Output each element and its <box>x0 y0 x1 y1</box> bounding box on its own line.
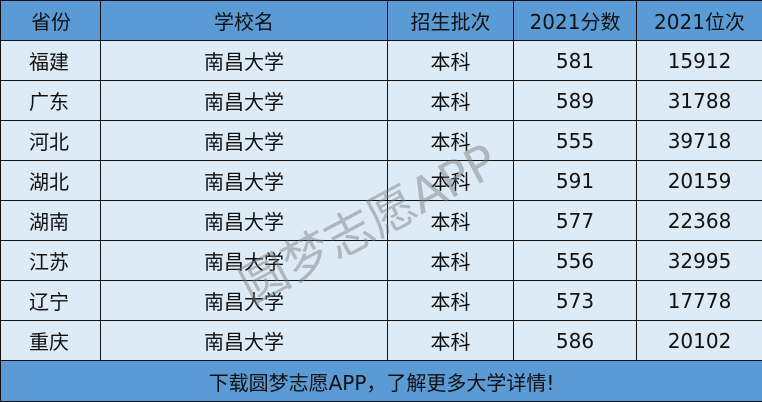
header-province: 省份 <box>1 1 101 41</box>
cell-score: 556 <box>514 241 637 281</box>
cell-school: 南昌大学 <box>101 161 388 201</box>
header-row: 省份 学校名 招生批次 2021分数 2021位次 <box>1 1 762 41</box>
cell-score: 589 <box>514 81 637 121</box>
cell-province: 重庆 <box>1 321 101 361</box>
cell-school: 南昌大学 <box>101 41 388 81</box>
cell-rank: 32995 <box>637 241 762 281</box>
cell-batch: 本科 <box>388 321 514 361</box>
cell-batch: 本科 <box>388 121 514 161</box>
cell-score: 573 <box>514 281 637 321</box>
cell-school: 南昌大学 <box>101 81 388 121</box>
cell-school: 南昌大学 <box>101 121 388 161</box>
cell-school: 南昌大学 <box>101 281 388 321</box>
cell-rank: 15912 <box>637 41 762 81</box>
cell-rank: 20159 <box>637 161 762 201</box>
cell-batch: 本科 <box>388 81 514 121</box>
cell-rank: 20102 <box>637 321 762 361</box>
cell-batch: 本科 <box>388 241 514 281</box>
header-score: 2021分数 <box>514 1 637 41</box>
cell-province: 江苏 <box>1 241 101 281</box>
cell-province: 福建 <box>1 41 101 81</box>
cell-batch: 本科 <box>388 41 514 81</box>
cell-batch: 本科 <box>388 201 514 241</box>
cell-rank: 17778 <box>637 281 762 321</box>
header-school: 学校名 <box>101 1 388 41</box>
cell-school: 南昌大学 <box>101 201 388 241</box>
cell-school: 南昌大学 <box>101 241 388 281</box>
cell-score: 555 <box>514 121 637 161</box>
cell-score: 591 <box>514 161 637 201</box>
cell-rank: 22368 <box>637 201 762 241</box>
cell-province: 湖北 <box>1 161 101 201</box>
cell-rank: 31788 <box>637 81 762 121</box>
cell-score: 577 <box>514 201 637 241</box>
cell-province: 广东 <box>1 81 101 121</box>
header-batch: 招生批次 <box>388 1 514 41</box>
cell-province: 辽宁 <box>1 281 101 321</box>
cell-score: 581 <box>514 41 637 81</box>
cell-score: 586 <box>514 321 637 361</box>
cell-batch: 本科 <box>388 281 514 321</box>
cell-rank: 39718 <box>637 121 762 161</box>
header-rank: 2021位次 <box>637 1 762 41</box>
cell-province: 河北 <box>1 121 101 161</box>
footer-banner: 下载圆梦志愿APP，了解更多大学详情! <box>1 361 762 402</box>
cell-province: 湖南 <box>1 201 101 241</box>
cell-batch: 本科 <box>388 161 514 201</box>
cell-school: 南昌大学 <box>101 321 388 361</box>
